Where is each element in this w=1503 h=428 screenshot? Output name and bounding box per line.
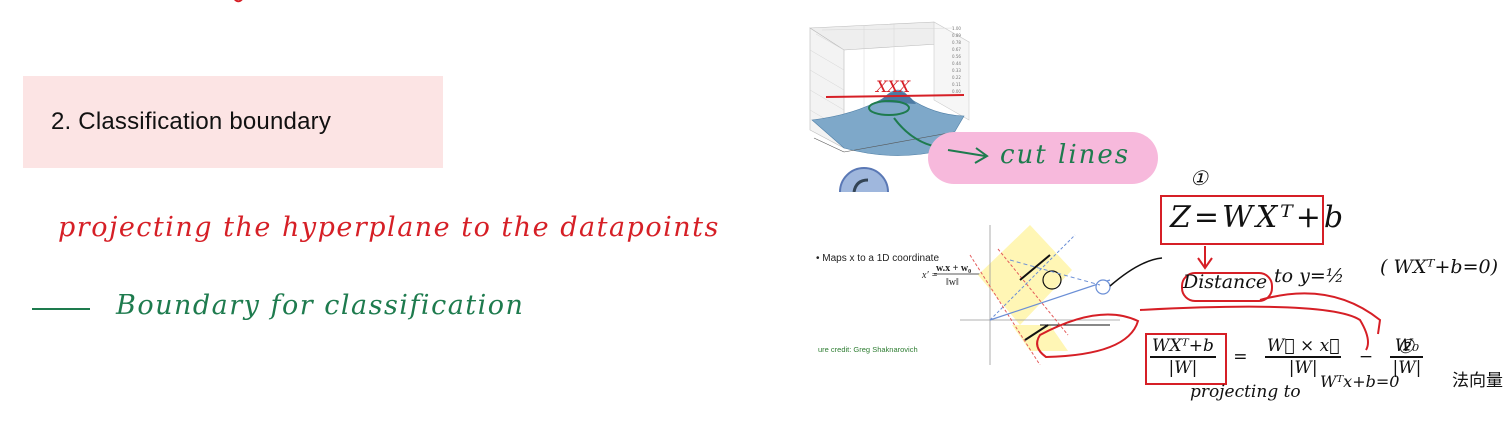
step-2-badge: ② (1397, 336, 1415, 358)
frac1-den: |W| (1168, 358, 1198, 378)
normal-vector-label: 法向量 (1452, 371, 1503, 391)
tick-label: 0.78 (952, 40, 961, 45)
frac3-den: |W| (1392, 358, 1422, 378)
equals-sign: = (1233, 347, 1248, 367)
distance-word: Distance (1183, 271, 1268, 293)
z-equation: Z=WXᵀ+b (1170, 200, 1347, 235)
cut-lines-label: cut lines (1000, 140, 1131, 170)
projection-equation: Wᵀx+b=0 (1320, 372, 1400, 391)
tick-label: 0.00 (952, 89, 961, 94)
frac3-num: W₀ (1390, 336, 1424, 358)
hyperplane-equation: ( WXᵀ+b=0) (1380, 256, 1498, 278)
frac2-num: W⃗ × x⃗ (1264, 336, 1342, 358)
tick-label: 0.44 (952, 61, 961, 66)
z-equation-box (1160, 195, 1324, 245)
frac2-den: |W| (1288, 358, 1318, 378)
step-1-badge: ① (1190, 166, 1208, 190)
tick-label: 0.22 (952, 75, 961, 80)
tick-label: 0.67 (952, 47, 961, 52)
tick-label: 0.11 (952, 82, 961, 87)
minus-sign: − (1358, 347, 1374, 367)
tick-label: 0.89 (952, 33, 961, 38)
3d-surface-plot: XXX 1.00 0.89 0.78 0.67 0.56 0.44 0.33 0… (809, 21, 971, 192)
red-ink-stroke (234, 0, 243, 3)
distance-text: to y=½ (1274, 265, 1345, 287)
tick-label: 0.33 (952, 68, 961, 73)
slide-credit: ure credit: Greg Shaknarovich (818, 345, 918, 354)
tick-label: 0.56 (952, 54, 961, 59)
frac1-num: WXᵀ+b (1150, 336, 1216, 358)
handwritten-note-boundary: Boundary for classification (116, 290, 525, 321)
projecting-text: projecting to (1190, 382, 1301, 402)
dash-stroke (32, 308, 90, 310)
hyperplane-projection-diagram (960, 225, 1140, 365)
distance-oval (1181, 272, 1273, 302)
handwritten-note-projection: projecting the hyperplane to the datapoi… (58, 212, 720, 243)
section-heading: 2. Classification boundary (51, 108, 332, 135)
distance-formula: WXᵀ+b |W| = W⃗ × x⃗ |W| − W₀ |W| (1150, 336, 1424, 378)
cut-marks: XXX (874, 77, 911, 96)
slide-bullet: • Maps x to a 1D coordinate (816, 253, 940, 264)
tick-label: 1.00 (952, 26, 961, 31)
highlight-pill (928, 132, 1158, 184)
heading-box: 2. Classification boundary (23, 76, 443, 168)
fraction-box (1145, 333, 1227, 385)
